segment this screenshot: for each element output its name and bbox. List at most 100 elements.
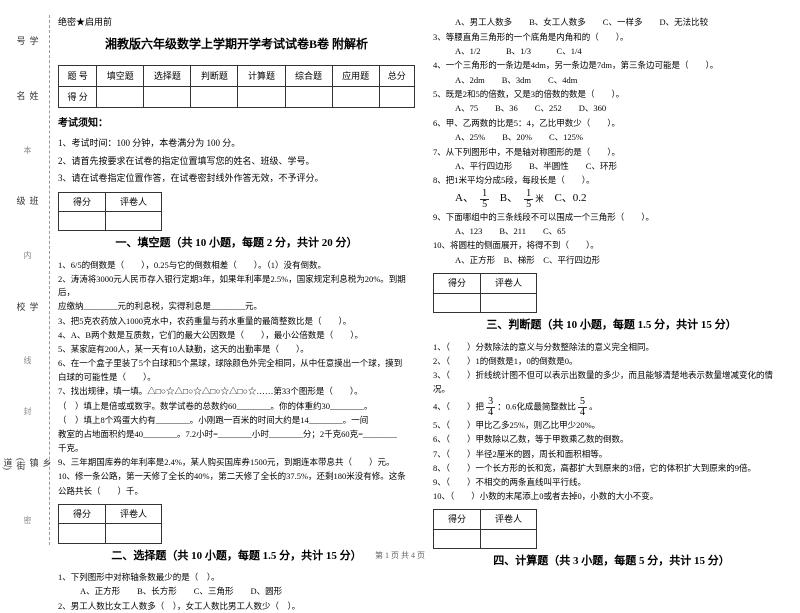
fraction: 15 <box>524 189 533 210</box>
q4-b: ：0.6化成最简整数比 <box>497 402 576 412</box>
options: A、平行四边形 B、半圆性 C、环形 <box>433 160 790 174</box>
question: 8、把1米平均分成5段，每段长是（ ）。 <box>433 174 790 187</box>
table-row <box>59 524 162 543</box>
cell[interactable] <box>59 524 106 543</box>
question: 1、（ ）分数除法的意义与分数整除法的意义完全相同。 <box>433 341 790 354</box>
question: 千克。 <box>58 442 415 455</box>
question: 7、从下列图形中，不是轴对称图形的是（ ）。 <box>433 146 790 159</box>
cell[interactable] <box>144 86 191 107</box>
label-school: 学校 <box>15 302 41 314</box>
question: 况。 <box>433 383 790 396</box>
cell[interactable] <box>285 86 332 107</box>
label-class: 班级 <box>15 196 41 208</box>
cell[interactable] <box>332 86 379 107</box>
question: 5、某家庭有200人，某一天有10人缺勤，这天的出勤率是（ ）。 <box>58 343 415 356</box>
question: 7、（ ）半径2厘米的圆，周长和面积相等。 <box>433 448 790 461</box>
cell[interactable] <box>434 293 481 312</box>
margin-group: 乡镇(街道) <box>2 458 54 473</box>
table-row: 得分 评卷人 <box>59 504 162 523</box>
notice-item: 3、请在试卷指定位置作答，在试卷密封线外作答无效，不予评分。 <box>58 171 415 185</box>
question: 10、将圆柱的侧面展开，将得不到（ ）。 <box>433 239 790 252</box>
options: A、男工人数多 B、女工人数多 C、一样多 D、无法比较 <box>433 16 790 30</box>
cell: 得分 <box>434 274 481 293</box>
fraction: 15 <box>480 189 489 210</box>
cell: 评卷人 <box>481 274 537 293</box>
scorer-table: 得分 评卷人 <box>58 192 162 232</box>
cell: 得分 <box>59 504 106 523</box>
q4-c: 。 <box>589 402 598 412</box>
options: A、1/2 B、1/3 C、1/4 <box>433 45 790 59</box>
cutline-char: 本 <box>22 146 33 154</box>
cell[interactable] <box>59 211 106 230</box>
question: 4、A、B两个数是互质数，它们的最大公因数是（ ），最小公倍数是（ ）。 <box>58 329 415 342</box>
denominator: 4 <box>578 408 587 418</box>
question: 6、（ ）甲数除以乙数，等于甲数乘乙数的倒数。 <box>433 433 790 446</box>
cell[interactable] <box>481 293 537 312</box>
content-area: 绝密★启用前 湘教版六年级数学上学期开学考试试卷B卷 附解析 题 号 填空题 选… <box>50 15 790 545</box>
question: 2、男工人数比女工人数多（ ），女工人数比男工人数少（ ）。 <box>58 600 415 613</box>
scorer-table: 得分 评卷人 <box>58 504 162 544</box>
margin-group: 学校 <box>15 302 41 314</box>
cell[interactable] <box>481 529 537 548</box>
question-frac: 4、（ ）把 34 ：0.6化成最简整数比 54 。 <box>433 397 790 418</box>
cell[interactable] <box>106 524 162 543</box>
label-town: 乡镇(街道) <box>2 458 54 473</box>
cell: 评卷人 <box>481 510 537 529</box>
table-row <box>59 211 162 230</box>
cell: 计算题 <box>238 65 285 86</box>
scorer-table: 得分 评卷人 <box>433 509 537 549</box>
cell: 得分 <box>434 510 481 529</box>
right-column: A、男工人数多 B、女工人数多 C、一样多 D、无法比较 3、等腰直角三角形的一… <box>433 15 790 545</box>
exam-title: 湘教版六年级数学上学期开学考试试卷B卷 附解析 <box>58 35 415 54</box>
question: 5、既是2和5的倍数，又是3的倍数的数是（ ）。 <box>433 88 790 101</box>
section-fill: 一、填空题（共 10 小题，每题 2 分，共计 20 分） <box>58 235 415 253</box>
numerator: 1 <box>524 189 533 200</box>
cell: 评卷人 <box>106 504 162 523</box>
question: 4、一个三角形的一条边是4dm，另一条边是7dm，第三条边可能是（ ）。 <box>433 59 790 72</box>
question: 8、（ ）一个长方形的长和宽，高都扩大到原来的3倍，它的体积扩大到原来的9倍。 <box>433 462 790 475</box>
table-row <box>434 293 537 312</box>
fraction: 34 <box>486 397 495 418</box>
cell: 评卷人 <box>106 192 162 211</box>
cutline-char: 线 <box>22 356 33 364</box>
question: （ ）填上8个鸡蛋大约有________。小刚跑一百米的时间大约是14_____… <box>58 414 415 427</box>
question: 9、（ ）不相交的两条直线叫平行线。 <box>433 476 790 489</box>
table-row: 题 号 填空题 选择题 判断题 计算题 综合题 应用题 总分 <box>59 65 415 86</box>
question: 7、找出规律，填一填。△□○☆△□○☆△□○☆△□○☆……第33个图形是（ ）。 <box>58 385 415 398</box>
cell[interactable] <box>97 86 144 107</box>
question: 10、（ ）小数的末尾添上0或者去掉0，小数的大小不变。 <box>433 490 790 503</box>
question: 9、三年期国库券的年利率是2.4%，某人购买国库券1500元，到期连本带息共（ … <box>58 456 415 469</box>
question: 5、（ ）甲比乙多25%，则乙比甲少20%。 <box>433 419 790 432</box>
cell: 得分 <box>59 192 106 211</box>
question: 10、修一条公路，第一天修了全长的40%，第二天修了全长的37.5%，还剩180… <box>58 470 415 483</box>
denominator: 5 <box>524 200 533 210</box>
cell[interactable] <box>434 529 481 548</box>
page-footer: 第 1 页 共 4 页 <box>0 550 800 561</box>
label-student-id: 学号 <box>15 36 41 48</box>
question: 3、等腰直角三角形的一个底角是内角和的（ ）。 <box>433 31 790 44</box>
question: 6、在一个盒子里装了5个白球和5个黑球，球除颜色外完全相同，从中任意摸出一个球，… <box>58 357 415 370</box>
options: A、75 B、36 C、252 D、360 <box>433 102 790 116</box>
question: 白球的可能性是（ ）。 <box>58 371 415 384</box>
question: 公路共长（ ）千。 <box>58 485 415 498</box>
table-row <box>434 529 537 548</box>
score-table: 题 号 填空题 选择题 判断题 计算题 综合题 应用题 总分 得 分 <box>58 65 415 109</box>
cell[interactable] <box>238 86 285 107</box>
table-row: 得 分 <box>59 86 415 107</box>
binding-margin: 学号 姓名 本 班级 内 学校 线 封 乡镇(街道) 密 <box>10 15 50 545</box>
question: 9、下面哪组中的三条线段不可以围成一个三角形（ ）。 <box>433 211 790 224</box>
question: 3、（ ）折线统计图不但可以表示出数量的多少，而且能够清楚地表示数量增减变化的情 <box>433 369 790 382</box>
question: 6、甲、乙两数的比是5：4，乙比甲数少（ ）。 <box>433 117 790 130</box>
cell: 判断题 <box>191 65 238 86</box>
cell: 选择题 <box>144 65 191 86</box>
question: 2、（ ）1的倒数是1，0的倒数是0。 <box>433 355 790 368</box>
cell: 题 号 <box>59 65 97 86</box>
cell[interactable] <box>106 211 162 230</box>
cell: 填空题 <box>97 65 144 86</box>
cell: 总分 <box>379 65 414 86</box>
question: 2、涛涛将3000元人民币存入银行定期3年，如果年利率是2.5%，国家规定利息税… <box>58 273 415 299</box>
options: A、2dm B、3dm C、4dm <box>433 74 790 88</box>
cutline-char: 封 <box>22 407 33 415</box>
cell[interactable] <box>191 86 238 107</box>
cell[interactable] <box>379 86 414 107</box>
